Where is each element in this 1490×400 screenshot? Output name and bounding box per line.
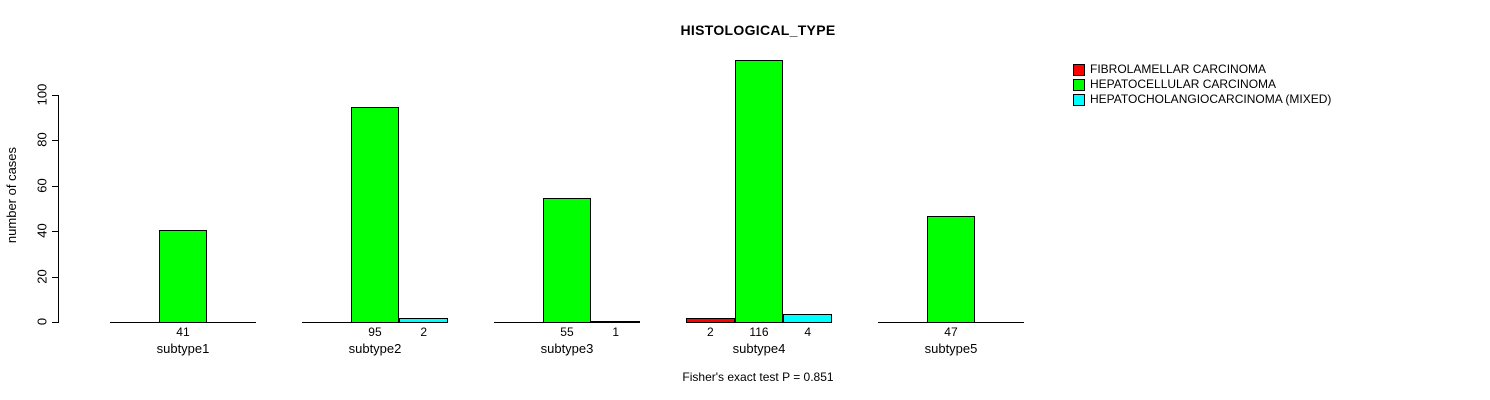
y-tick-mark (52, 231, 58, 232)
bar-value-label: 47 (944, 325, 958, 339)
y-tick-mark (52, 186, 58, 187)
legend-label: HEPATOCELLULAR CARCINOMA (1090, 77, 1277, 91)
annotation-fishers-test: Fisher's exact test P = 0.851 (682, 370, 834, 384)
bar (350, 107, 400, 323)
bar (926, 216, 976, 323)
bar (158, 230, 208, 323)
bar (734, 60, 784, 323)
y-tick-mark (52, 322, 58, 323)
y-tick-label: 0 (34, 317, 50, 326)
category-label: subtype4 (732, 341, 786, 356)
bar (686, 318, 735, 323)
bar-value-label: 2 (706, 325, 714, 339)
legend-label: FIBROLAMELLAR CARCINOMA (1090, 62, 1267, 76)
legend-item: FIBROLAMELLAR CARCINOMA (1073, 62, 1331, 77)
category-label: subtype5 (924, 341, 978, 356)
bar-value-label: 116 (749, 325, 769, 339)
legend-label: HEPATOCHOLANGIOCARCINOMA (MIXED) (1090, 92, 1332, 106)
bar-value-label: 41 (176, 325, 190, 339)
y-tick-mark (52, 140, 58, 141)
legend-swatch-hepatocholangio (1073, 93, 1085, 106)
bar-value-label: 2 (420, 325, 427, 339)
bar-value-label: 1 (612, 325, 619, 339)
bar-value-label: 4 (804, 325, 811, 339)
bar (542, 198, 592, 323)
y-tick-label: 40 (34, 223, 50, 238)
legend-swatch-fibrolamellar (1073, 63, 1085, 76)
bar-value-label: 55 (560, 325, 574, 339)
y-axis-line (58, 95, 59, 323)
legend-item: HEPATOCHOLANGIOCARCINOMA (MIXED) (1073, 92, 1331, 107)
y-tick-label: 60 (34, 178, 50, 193)
legend-swatch-hepatocellular (1073, 78, 1085, 91)
legend: FIBROLAMELLAR CARCINOMA HEPATOCELLULAR C… (1073, 62, 1331, 107)
bar (783, 314, 832, 323)
category-label: subtype2 (348, 341, 402, 356)
y-tick-mark (52, 95, 58, 96)
y-tick-mark (52, 277, 58, 278)
y-tick-label: 80 (34, 132, 50, 147)
y-tick-label: 100 (34, 83, 50, 106)
category-label: subtype3 (540, 341, 594, 356)
legend-item: HEPATOCELLULAR CARCINOMA (1073, 77, 1331, 92)
bar (399, 318, 448, 323)
category-label: subtype1 (156, 341, 210, 356)
bar (591, 321, 640, 323)
bar-value-label: 95 (368, 325, 382, 339)
chart-title: HISTOLOGICAL_TYPE (680, 22, 836, 38)
y-tick-label: 20 (34, 269, 50, 284)
